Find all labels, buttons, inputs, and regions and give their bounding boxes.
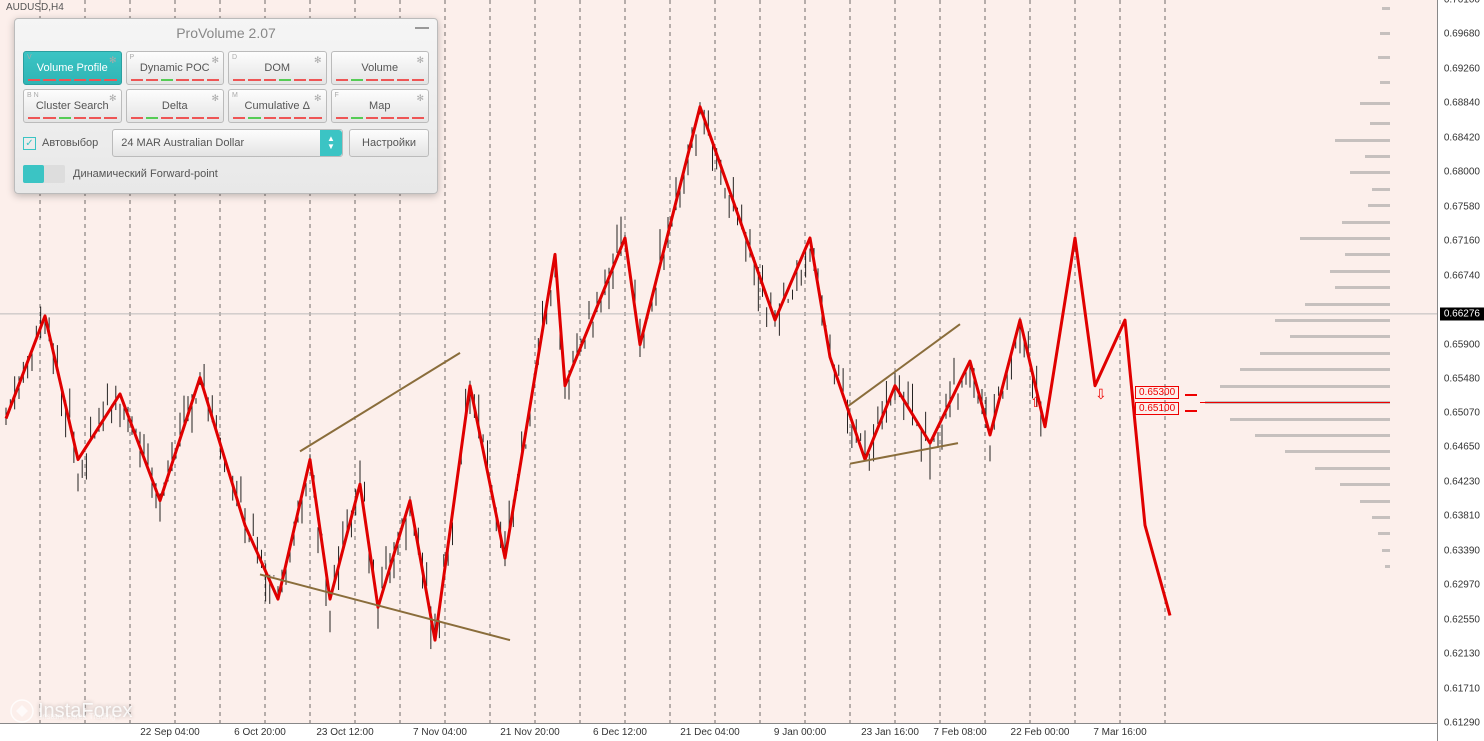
x-axis: 22 Sep 04:00 6 Oct 20:00 23 Oct 12:00 7 Nov… bbox=[0, 723, 1437, 741]
x-tick: 7 Nov 04:00 bbox=[413, 727, 467, 738]
y-tick: 0.65480 bbox=[1444, 374, 1480, 385]
x-tick: 6 Oct 20:00 bbox=[234, 727, 286, 738]
auto-checkbox[interactable]: ✓ bbox=[23, 137, 36, 150]
panel-button[interactable]: ✻Delta bbox=[126, 89, 225, 123]
y-tick: 0.68000 bbox=[1444, 167, 1480, 178]
x-tick: 7 Feb 08:00 bbox=[933, 727, 986, 738]
y-tick: 0.66740 bbox=[1444, 270, 1480, 281]
y-tick: 0.65070 bbox=[1444, 407, 1480, 418]
y-tick: 0.61710 bbox=[1444, 683, 1480, 694]
panel-button[interactable]: F✻Map bbox=[331, 89, 430, 123]
panel-button[interactable]: M✻Cumulative Δ bbox=[228, 89, 327, 123]
y-tick: 0.68420 bbox=[1444, 132, 1480, 143]
x-tick: 21 Nov 20:00 bbox=[500, 727, 560, 738]
y-tick: 0.63390 bbox=[1444, 545, 1480, 556]
y-tick: 0.70100 bbox=[1444, 0, 1480, 6]
x-tick: 23 Jan 16:00 bbox=[861, 727, 919, 738]
x-tick: 22 Feb 00:00 bbox=[1011, 727, 1070, 738]
auto-label: Автовыбор bbox=[42, 137, 98, 149]
arrow-down-icon: ⇩ bbox=[1095, 386, 1107, 403]
y-tick: 0.69680 bbox=[1444, 29, 1480, 40]
minimize-icon[interactable] bbox=[415, 27, 429, 29]
panel-button[interactable]: B N✻Cluster Search bbox=[23, 89, 122, 123]
x-tick: 22 Sep 04:00 bbox=[140, 727, 200, 738]
symbol-label: AUDUSD,H4 bbox=[6, 2, 64, 13]
y-tick: 0.67580 bbox=[1444, 201, 1480, 212]
panel-button[interactable]: D✻DOM bbox=[228, 51, 327, 85]
toggle-label: Динамический Forward-point bbox=[73, 168, 218, 180]
panel-button[interactable]: V✻Volume Profile bbox=[23, 51, 122, 85]
x-tick: 6 Dec 12:00 bbox=[593, 727, 647, 738]
settings-button[interactable]: Настройки bbox=[349, 129, 429, 157]
y-tick: 0.65900 bbox=[1444, 339, 1480, 350]
panel-title: ProVolume 2.07 bbox=[15, 19, 437, 45]
y-tick: 0.64230 bbox=[1444, 476, 1480, 487]
price-level-label: 0.65300 bbox=[1135, 386, 1179, 399]
y-tick: 0.67160 bbox=[1444, 236, 1480, 247]
y-tick: 0.68840 bbox=[1444, 98, 1480, 109]
x-tick: 9 Jan 00:00 bbox=[774, 727, 826, 738]
volume-profile bbox=[1200, 0, 1390, 723]
y-tick: 0.69260 bbox=[1444, 63, 1480, 74]
forward-point-toggle[interactable] bbox=[23, 165, 65, 183]
panel-button[interactable]: ✻Volume bbox=[331, 51, 430, 85]
x-tick: 7 Mar 16:00 bbox=[1093, 727, 1146, 738]
y-tick: 0.63810 bbox=[1444, 511, 1480, 522]
contract-dropdown[interactable]: 24 MAR Australian Dollar ▲▼ bbox=[112, 129, 343, 157]
y-axis: 0.70100 0.69680 0.69260 0.68840 0.68420 0.680… bbox=[1437, 0, 1484, 741]
current-price-marker: 0.66276 bbox=[1440, 307, 1484, 320]
y-tick: 0.64650 bbox=[1444, 442, 1480, 453]
x-tick: 23 Oct 12:00 bbox=[316, 727, 373, 738]
provolume-panel: ProVolume 2.07 V✻Volume ProfileP✻Dynamic… bbox=[14, 18, 438, 194]
panel-button[interactable]: P✻Dynamic POC bbox=[126, 51, 225, 85]
brand-tagline: Instant Forex Trading bbox=[40, 712, 116, 721]
chevron-updown-icon[interactable]: ▲▼ bbox=[320, 130, 342, 156]
x-tick: 21 Dec 04:00 bbox=[680, 727, 740, 738]
y-tick: 0.62130 bbox=[1444, 649, 1480, 660]
price-level-label: 0.65100 bbox=[1135, 402, 1179, 415]
y-tick: 0.62550 bbox=[1444, 614, 1480, 625]
y-tick: 0.61290 bbox=[1444, 718, 1480, 729]
arrow-up-icon: ⇧ bbox=[1030, 394, 1042, 411]
y-tick: 0.62970 bbox=[1444, 580, 1480, 591]
